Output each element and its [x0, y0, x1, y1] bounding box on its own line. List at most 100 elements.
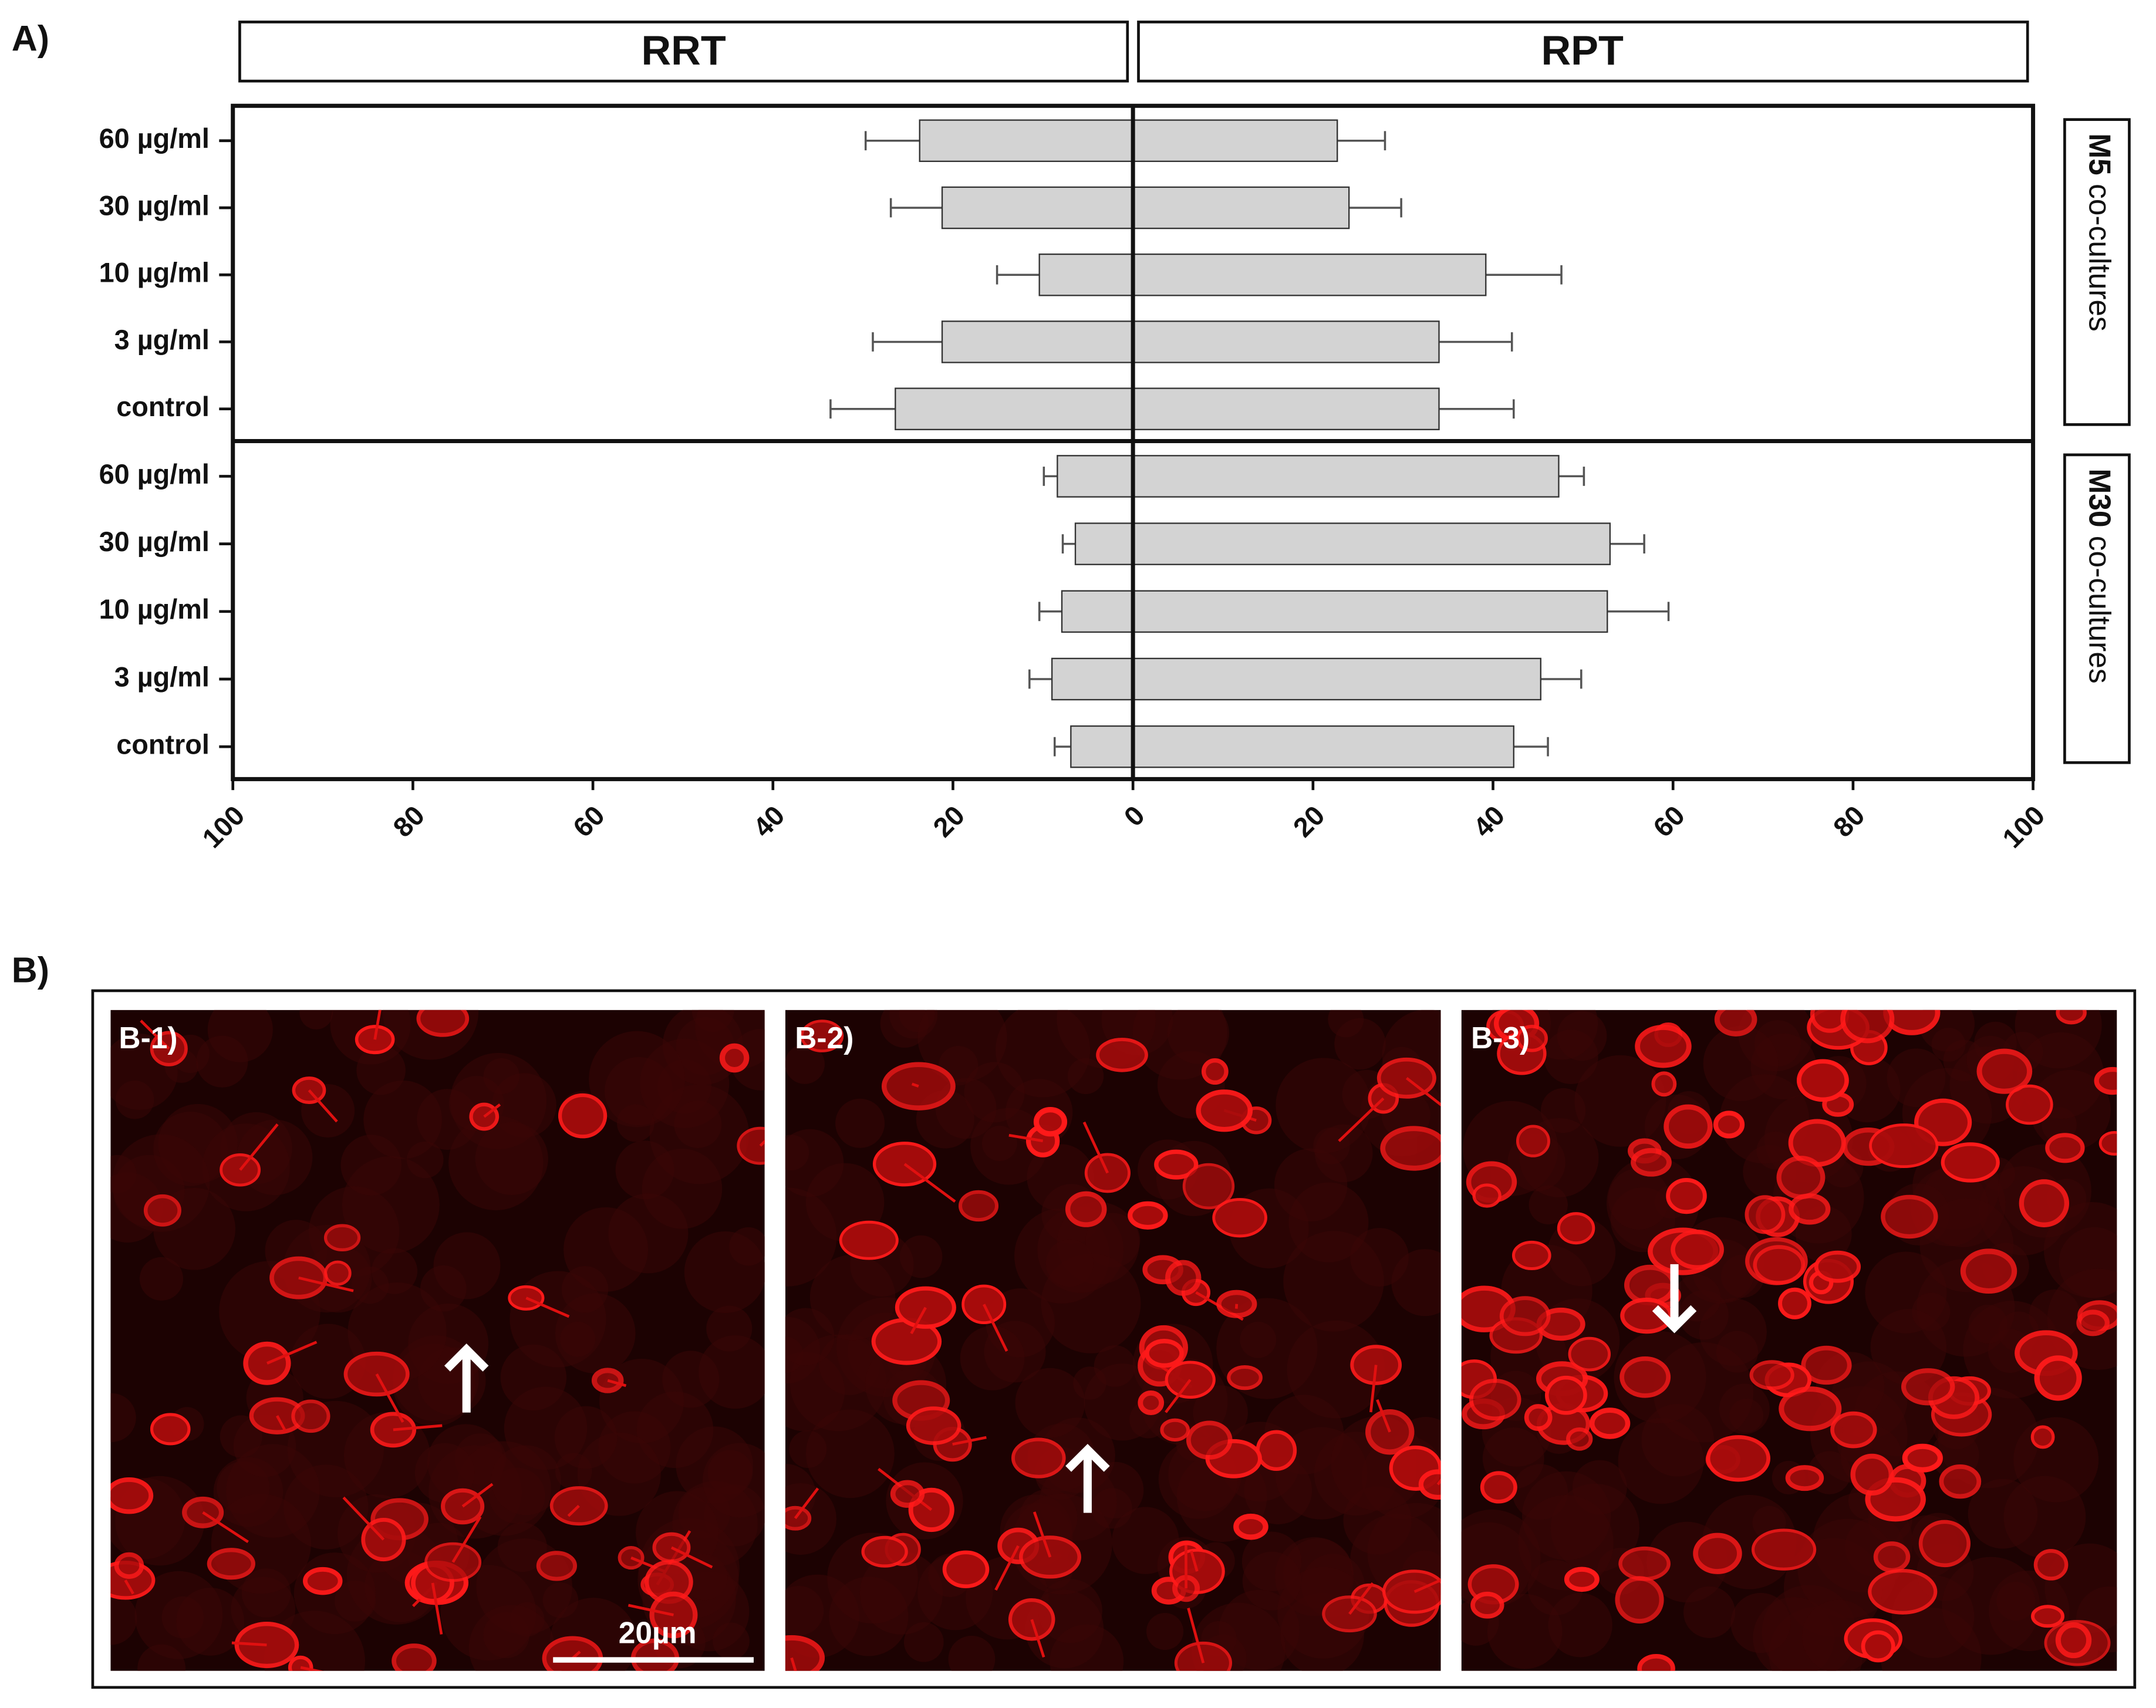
cell: [1516, 1024, 1548, 1052]
cell: [1789, 1193, 1831, 1225]
cell: [785, 1635, 825, 1671]
cell: [1778, 1287, 1811, 1319]
side-label-box: [2063, 118, 2131, 426]
bar: [941, 186, 1134, 229]
tissue: [1529, 1185, 1568, 1224]
cell: [1350, 1345, 1402, 1385]
images: [110, 1010, 2117, 1671]
cell: [1671, 1229, 1724, 1270]
bar: [1132, 387, 1440, 431]
cell: [1840, 1010, 1895, 1044]
tissue: [299, 1010, 333, 1029]
cell: [1212, 1198, 1267, 1238]
cell: [1557, 1212, 1595, 1245]
cell: [1664, 1104, 1713, 1149]
tissue: [880, 1010, 929, 1048]
y-tick-label: 3 µg/ml: [114, 661, 210, 692]
process: [794, 1487, 819, 1520]
cell: [839, 1220, 899, 1260]
tissue: [1391, 1249, 1441, 1317]
tissue: [1968, 1304, 2007, 1344]
y-tick-label: control: [116, 391, 210, 422]
image: [1461, 1010, 2117, 1671]
side-label: M5 co-cultures: [2083, 133, 2117, 332]
cell: [114, 1552, 144, 1579]
cell: [1850, 1453, 1894, 1496]
image-label: B-3): [1471, 1021, 1530, 1055]
tissue: [1240, 1321, 1277, 1358]
tissue: [819, 1334, 880, 1395]
cell: [942, 1550, 990, 1588]
tissue: [1015, 1368, 1085, 1438]
cell: [1499, 1296, 1551, 1336]
cell: [1065, 1191, 1107, 1227]
process: [275, 1415, 286, 1432]
cell: [861, 1535, 908, 1568]
tissue: [1719, 1383, 1770, 1434]
cell: [785, 1506, 812, 1531]
cell: [1751, 1528, 1817, 1571]
cell: [1918, 1520, 1971, 1568]
tissue: [1045, 1239, 1094, 1287]
process: [202, 1511, 249, 1544]
tissue: [616, 1104, 654, 1142]
tissue: [497, 1522, 547, 1572]
cell: [1713, 1110, 1745, 1139]
cell: [1472, 1183, 1502, 1208]
cell: [1382, 1569, 1441, 1614]
bar: [1070, 725, 1134, 768]
process: [375, 1373, 404, 1423]
cell: [1182, 1163, 1235, 1210]
process: [1190, 1551, 1199, 1572]
cell: [1511, 1240, 1551, 1271]
tissue: [674, 1100, 722, 1149]
image-frame: [91, 989, 2137, 1689]
cell: [737, 1126, 765, 1165]
y-tick-label: 10 µg/ml: [99, 258, 210, 288]
cell: [2056, 1010, 2087, 1025]
tissue: [1073, 1366, 1106, 1400]
x-tick-label: 100: [197, 800, 251, 854]
side-label: M30 co-cultures: [2083, 468, 2117, 683]
tissue: [1518, 1495, 1614, 1591]
process: [239, 1123, 279, 1171]
bar: [1132, 455, 1560, 498]
process: [607, 1379, 627, 1388]
cell: [291, 1399, 330, 1433]
arrow: [444, 1344, 489, 1413]
side-label-box: [2063, 453, 2131, 764]
process: [1234, 1304, 1239, 1309]
cell: [303, 1567, 343, 1595]
cell: [1516, 1125, 1550, 1157]
series-header: RRT: [641, 27, 726, 73]
process: [1348, 1582, 1374, 1615]
process: [1030, 1619, 1045, 1658]
cell: [1706, 1435, 1770, 1482]
cell: [1096, 1038, 1148, 1072]
cell: [1868, 1568, 1938, 1615]
tissue: [960, 1326, 1025, 1390]
tissue: [1085, 1213, 1141, 1268]
cell: [1801, 1345, 1852, 1385]
tissue: [1719, 1074, 1810, 1164]
cell: [1160, 1418, 1190, 1442]
x-tick-label: 20: [927, 800, 971, 843]
cell: [2030, 1425, 2055, 1449]
cell: [1128, 1201, 1168, 1230]
tissue: [964, 1062, 1025, 1123]
tissue: [2003, 1476, 2086, 1558]
tissue: [1274, 1148, 1348, 1222]
process: [298, 1276, 354, 1292]
tissue: [1942, 1557, 2040, 1655]
cell: [1033, 1107, 1068, 1137]
cell: [1666, 1177, 1707, 1214]
cell: [150, 1413, 191, 1446]
tissue: [139, 1257, 184, 1301]
tissue: [110, 1592, 137, 1645]
cell: [719, 1043, 750, 1073]
tissue: [608, 1193, 689, 1274]
cell: [1165, 1361, 1216, 1399]
cell: [1589, 1407, 1631, 1439]
process: [342, 1496, 385, 1541]
